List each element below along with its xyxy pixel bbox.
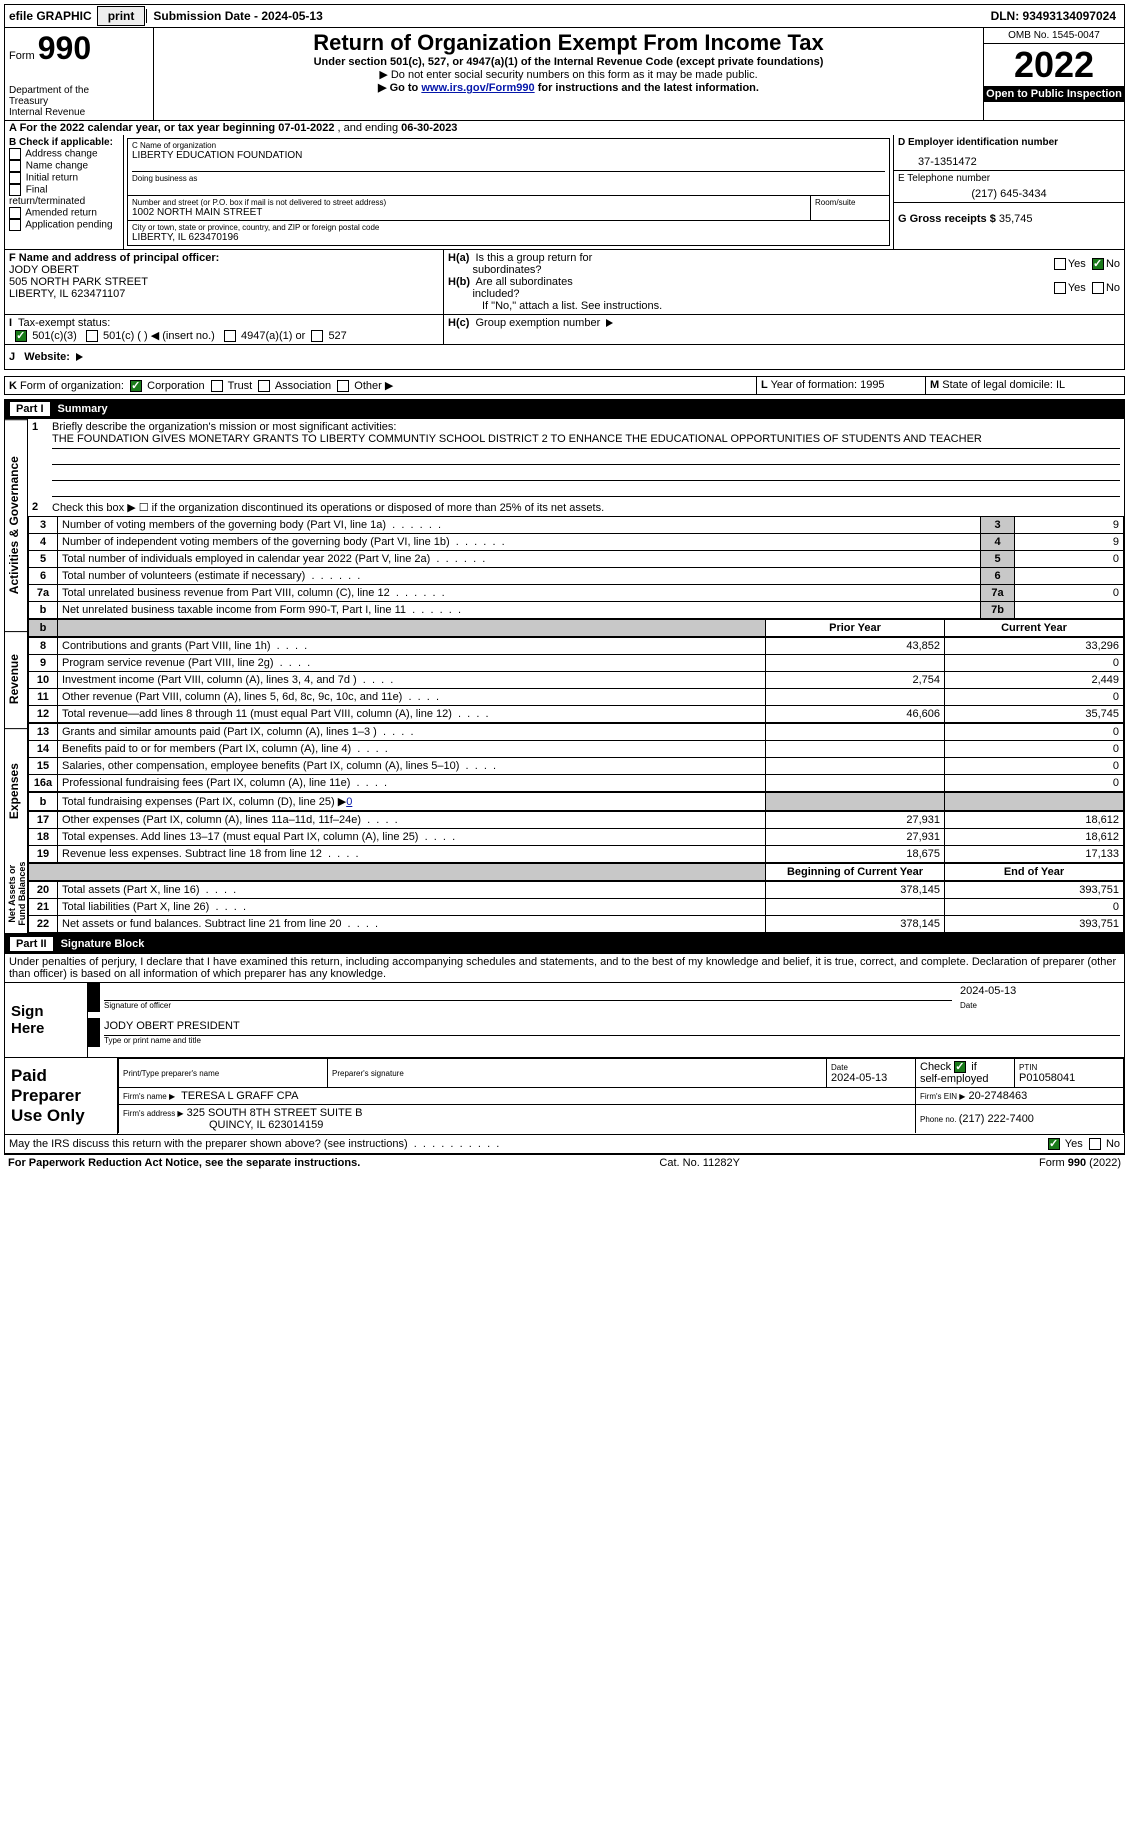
- b-label: B Check if applicable:: [9, 137, 113, 148]
- discuss-yes[interactable]: [1048, 1138, 1060, 1150]
- side-exp: Expenses: [5, 728, 27, 853]
- mission: THE FOUNDATION GIVES MONETARY GRANTS TO …: [52, 433, 1120, 449]
- part2-bar: Part II Signature Block: [4, 934, 1125, 954]
- gross-receipts: 35,745: [999, 213, 1033, 225]
- org-name: LIBERTY EDUCATION FOUNDATION: [132, 150, 885, 161]
- dln-label: DLN: 93493134097024: [991, 9, 1124, 23]
- rev-table: 8Contributions and grants (Part VIII, li…: [28, 637, 1124, 723]
- efile-label: efile GRAPHIC: [5, 7, 96, 25]
- declaration: Under penalties of perjury, I declare th…: [4, 954, 1125, 982]
- triangle-icon: [76, 353, 83, 361]
- form-prefix: Form: [9, 50, 35, 62]
- check-name[interactable]: [9, 160, 21, 172]
- phone: (217) 645-3434: [898, 184, 1120, 200]
- irs-link[interactable]: www.irs.gov/Form990: [421, 82, 534, 94]
- sign-here: Sign Here: [5, 983, 88, 1057]
- exp-table2: 17Other expenses (Part IX, column (A), l…: [28, 811, 1124, 863]
- year-big: 2022: [984, 44, 1124, 86]
- na-table: 20Total assets (Part X, line 16) . . . .…: [28, 881, 1124, 933]
- omb-label: OMB No. 1545-0047: [984, 28, 1124, 44]
- check-initial[interactable]: [9, 172, 21, 184]
- hb-no[interactable]: [1092, 282, 1104, 294]
- paid-preparer-label: Paid Preparer Use Only: [5, 1058, 118, 1134]
- side-na: Net Assets or Fund Balances: [5, 853, 27, 934]
- check-amended[interactable]: [9, 207, 21, 219]
- firm-phone: (217) 222-7400: [959, 1113, 1034, 1125]
- chk-corp[interactable]: [130, 380, 142, 392]
- officer-printed: JODY OBERT PRESIDENT: [104, 1020, 1120, 1036]
- chk-527[interactable]: [311, 330, 323, 342]
- chk-501c3[interactable]: [15, 330, 27, 342]
- hb-yes[interactable]: [1054, 282, 1066, 294]
- part1-bar: Part I Summary: [4, 399, 1125, 419]
- m-val: IL: [1056, 379, 1065, 391]
- chk-501c[interactable]: [86, 330, 98, 342]
- check-app[interactable]: [9, 219, 21, 231]
- line-a: A For the 2022 calendar year, or tax yea…: [4, 121, 1125, 135]
- l-val: 1995: [860, 379, 884, 391]
- chk-other[interactable]: [337, 380, 349, 392]
- part1-label: Part I: [10, 402, 50, 416]
- ha-yes[interactable]: [1054, 258, 1066, 270]
- check-address[interactable]: [9, 148, 21, 160]
- side-ag: Activities & Governance: [5, 419, 27, 631]
- exp-table: 13Grants and similar amounts paid (Part …: [28, 723, 1124, 792]
- discuss-no[interactable]: [1089, 1138, 1101, 1150]
- chk-self-emp[interactable]: [954, 1061, 966, 1073]
- firm-ein: 20-2748463: [969, 1090, 1028, 1102]
- street: 1002 NORTH MAIN STREET: [132, 207, 806, 218]
- dept-label: Department of theTreasuryInternal Revenu…: [9, 85, 149, 118]
- return-title: Return of Organization Exempt From Incom…: [158, 30, 979, 56]
- city: LIBERTY, IL 623470196: [132, 232, 885, 243]
- page-footer: For Paperwork Reduction Act Notice, see …: [4, 1154, 1125, 1171]
- check-final[interactable]: [9, 184, 21, 196]
- ag-table: 3Number of voting members of the governi…: [28, 516, 1124, 619]
- ptin: P01058041: [1019, 1072, 1075, 1084]
- ssn-note: ▶ Do not enter social security numbers o…: [158, 68, 979, 81]
- subtitle: Under section 501(c), 527, or 4947(a)(1)…: [158, 56, 979, 68]
- ein: 37-1351472: [898, 148, 1120, 168]
- top-bar: efile GRAPHIC print Submission Date - 20…: [4, 4, 1125, 28]
- dba-val: [132, 183, 885, 193]
- ha-no[interactable]: [1092, 258, 1104, 270]
- chk-assoc[interactable]: [258, 380, 270, 392]
- form-number: 990: [38, 30, 91, 66]
- chk-4947[interactable]: [224, 330, 236, 342]
- firm-name: TERESA L GRAFF CPA: [181, 1090, 298, 1102]
- goto-line: ▶ Go to www.irs.gov/Form990 for instruct…: [158, 81, 979, 94]
- part1-heading: Summary: [58, 403, 108, 415]
- chk-trust[interactable]: [211, 380, 223, 392]
- submission-date: Submission Date - 2024-05-13: [146, 9, 328, 23]
- print-button[interactable]: print: [97, 6, 146, 26]
- open-public: Open to Public Inspection: [984, 86, 1124, 102]
- officer-name: JODY OBERT: [9, 264, 79, 276]
- side-rev: Revenue: [5, 631, 27, 727]
- triangle-icon: [606, 319, 613, 327]
- discuss-q: May the IRS discuss this return with the…: [9, 1138, 1048, 1150]
